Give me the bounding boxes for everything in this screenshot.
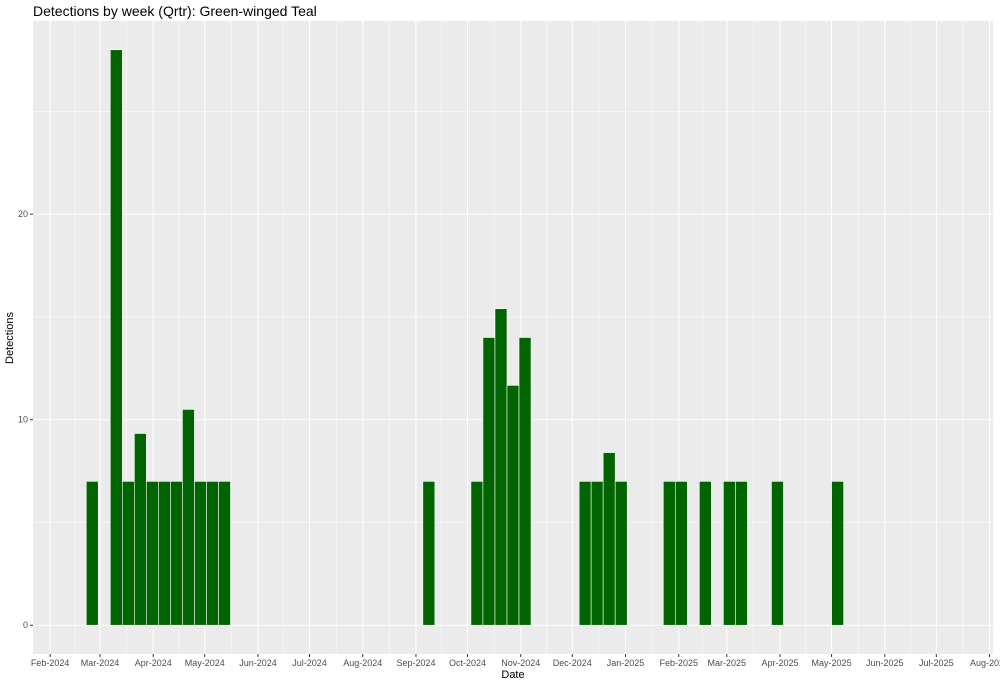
bar [182, 409, 195, 626]
x-axis-label: Date [501, 669, 524, 681]
bar [602, 452, 616, 626]
x-tick-label: Apr-2024 [135, 658, 172, 668]
bar [109, 49, 123, 626]
x-tick-label: Jan-2025 [607, 658, 645, 668]
bar [158, 481, 171, 626]
bar [170, 481, 183, 626]
x-tick-label: Sep-2024 [396, 658, 435, 668]
bar [194, 481, 207, 626]
bar [146, 481, 159, 626]
x-tick-label: Aug-2024 [343, 658, 382, 668]
x-tick-label: Aug-2025 [970, 658, 1000, 668]
bars [85, 49, 844, 626]
x-tick-label: Jun-2024 [239, 658, 277, 668]
x-tick-label: Apr-2025 [762, 658, 799, 668]
x-tick-label: Nov-2024 [501, 658, 540, 668]
bar [699, 481, 712, 626]
bar [590, 481, 604, 626]
x-axis-ticks: Feb-2024 Mar-2024 Apr-2024 May-2024 Jun-2024… [31, 654, 1000, 668]
bar [482, 337, 496, 626]
x-tick-label: Mar-2025 [708, 658, 747, 668]
y-axis-label: Detections [4, 312, 16, 364]
bar [831, 481, 844, 626]
bar [470, 481, 484, 626]
x-tick-label: Jul-2024 [292, 658, 327, 668]
x-tick-label: Mar-2024 [81, 658, 120, 668]
x-tick-label: Jun-2025 [866, 658, 904, 668]
y-tick-label: 10 [18, 415, 28, 425]
bar [122, 481, 135, 626]
x-tick-label: May-2024 [185, 658, 225, 668]
bar [674, 481, 688, 626]
x-tick-label: Feb-2024 [31, 658, 70, 668]
bar [134, 433, 147, 626]
bar [206, 481, 219, 626]
y-tick-label: 20 [18, 209, 28, 219]
x-tick-label: May-2025 [812, 658, 852, 668]
bar [494, 308, 508, 626]
bar [578, 481, 592, 626]
y-tick-label: 0 [23, 620, 28, 630]
x-tick-label: Jul-2025 [919, 658, 954, 668]
bar [771, 481, 784, 626]
bar [218, 481, 231, 626]
y-axis-ticks: 0 10 20 [18, 209, 33, 630]
x-tick-label: Dec-2024 [553, 658, 592, 668]
bar [723, 481, 736, 626]
bar [506, 385, 520, 626]
bar [518, 337, 532, 626]
x-tick-label: Feb-2025 [659, 658, 698, 668]
chart-title: Detections by week (Qrtr): Green-winged … [33, 3, 317, 19]
x-tick-label: Oct-2024 [449, 658, 486, 668]
bar [422, 481, 436, 626]
bar [662, 481, 676, 626]
bar [614, 481, 628, 626]
bar [85, 481, 99, 626]
bar [735, 481, 748, 626]
